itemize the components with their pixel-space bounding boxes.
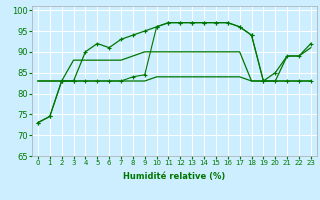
X-axis label: Humidité relative (%): Humidité relative (%) <box>123 172 226 181</box>
